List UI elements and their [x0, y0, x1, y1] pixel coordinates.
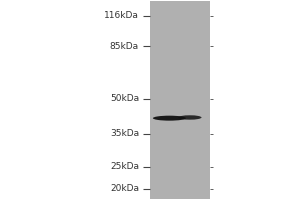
Text: 25kDa: 25kDa — [110, 162, 139, 171]
Ellipse shape — [153, 116, 186, 121]
Text: 85kDa: 85kDa — [110, 42, 139, 51]
Ellipse shape — [178, 115, 202, 120]
Text: 20kDa: 20kDa — [110, 184, 139, 193]
Bar — [150, 1, 210, 199]
Text: 50kDa: 50kDa — [110, 94, 139, 103]
Text: 116kDa: 116kDa — [104, 11, 139, 20]
Text: 35kDa: 35kDa — [110, 129, 139, 138]
